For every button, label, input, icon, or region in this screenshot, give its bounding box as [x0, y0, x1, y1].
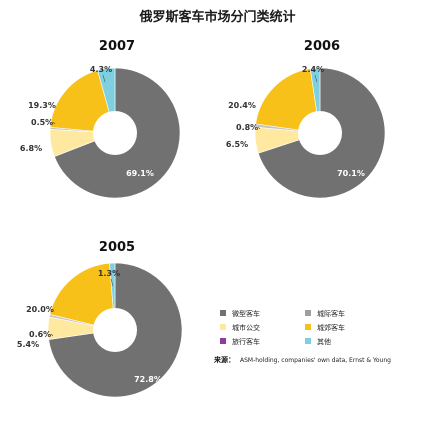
legend-swatch	[305, 338, 311, 344]
leader-line	[102, 74, 106, 83]
year-title: 2006	[304, 39, 340, 54]
data-label: 19.3%	[28, 101, 56, 110]
year-title: 2005	[99, 240, 135, 255]
legend-label: 城郊客车	[317, 323, 345, 332]
donut-hole	[93, 308, 137, 352]
pie-slice	[49, 262, 116, 331]
legend-swatch	[305, 310, 311, 316]
pie-slice	[49, 69, 116, 134]
legend-swatch	[220, 324, 226, 330]
leader-line	[110, 278, 114, 287]
legend-label: 微型客车	[232, 309, 260, 318]
data-label: 0.6%	[29, 330, 51, 339]
pie-2007	[49, 67, 181, 199]
year-title: 2007	[99, 39, 135, 54]
data-label: 5.4%	[17, 340, 39, 349]
legend-label: 城市公交	[232, 323, 260, 332]
data-label: 2.4%	[302, 65, 324, 74]
donut-hole	[298, 111, 342, 155]
legend-label: 其他	[317, 337, 331, 346]
data-label: 0.8%	[236, 123, 258, 132]
legend-label: 旅行客车	[232, 337, 260, 346]
pie-2005	[47, 262, 183, 398]
source-text: ASM-holding, companies' own data, Ernst …	[240, 357, 391, 364]
pie-slice	[255, 68, 321, 134]
legend-swatch	[305, 324, 311, 330]
leader-line	[52, 121, 56, 125]
leader-line	[50, 333, 54, 337]
data-label: 1.3%	[98, 269, 120, 278]
leader-line	[314, 74, 318, 83]
data-label: 70.1%	[337, 169, 365, 178]
chart-title: 俄罗斯客车市场分门类统计	[139, 10, 296, 25]
data-label: 6.8%	[20, 144, 42, 153]
data-label: 20.0%	[26, 305, 54, 314]
data-label: 69.1%	[126, 169, 154, 178]
legend-swatch	[220, 310, 226, 316]
data-label: 20.4%	[228, 101, 256, 110]
pie-2006	[254, 67, 386, 199]
data-label: 72.8%	[134, 375, 162, 384]
leader-line	[257, 126, 261, 130]
data-label: 0.5%	[31, 118, 53, 127]
legend-swatch	[220, 338, 226, 344]
source-label: 来源：	[213, 355, 235, 364]
donut-hole	[93, 111, 137, 155]
data-label: 6.5%	[226, 140, 248, 149]
data-label: 4.3%	[90, 65, 112, 74]
legend-label: 城际客车	[317, 309, 345, 318]
